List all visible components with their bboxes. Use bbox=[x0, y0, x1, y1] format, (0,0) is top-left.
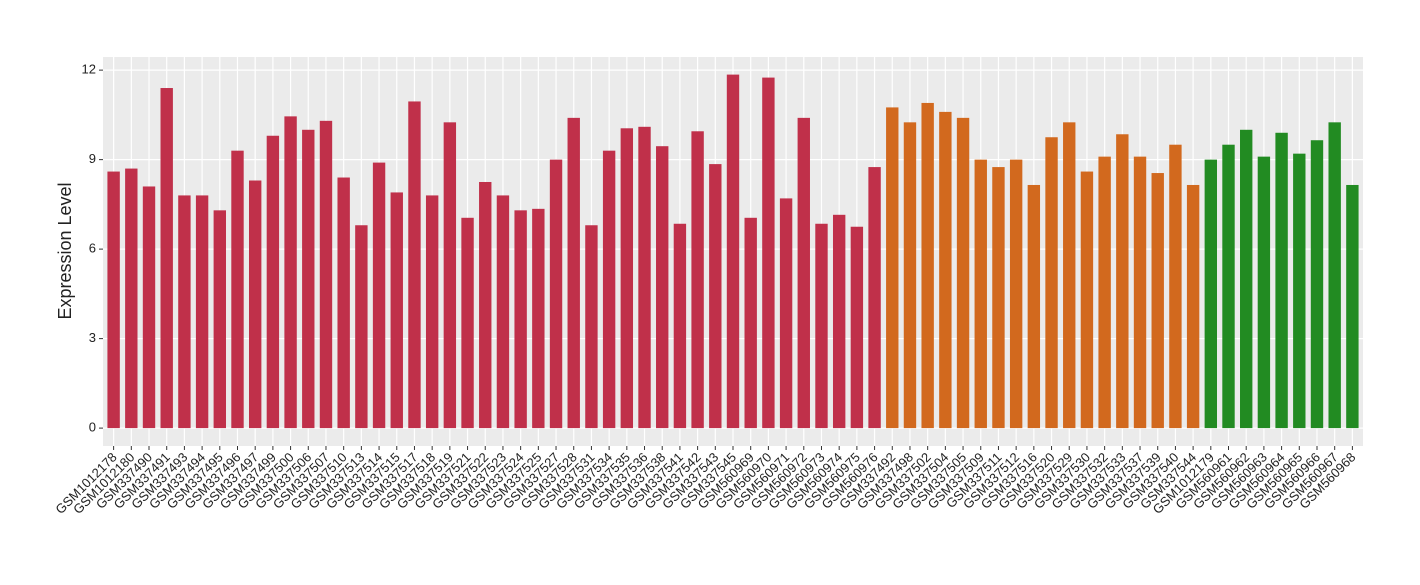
bar bbox=[231, 150, 244, 429]
bar bbox=[372, 162, 386, 429]
bar bbox=[425, 195, 439, 429]
bar bbox=[903, 122, 917, 429]
bar bbox=[125, 168, 138, 429]
bar bbox=[602, 150, 616, 429]
bar bbox=[142, 186, 156, 429]
bar bbox=[850, 226, 864, 429]
bar bbox=[195, 195, 209, 429]
bar bbox=[779, 198, 793, 429]
bar bbox=[886, 107, 899, 429]
bar bbox=[549, 159, 563, 429]
bar bbox=[744, 217, 757, 429]
bar bbox=[620, 128, 634, 429]
bar bbox=[479, 181, 492, 429]
bar bbox=[1009, 159, 1023, 429]
bar bbox=[673, 223, 687, 429]
bar bbox=[1169, 144, 1182, 429]
bar bbox=[408, 101, 421, 429]
y-axis-title: Expression Level bbox=[55, 182, 75, 319]
bar bbox=[1346, 184, 1359, 429]
bar bbox=[355, 225, 368, 429]
bar bbox=[1275, 132, 1288, 429]
bar bbox=[514, 210, 527, 429]
bar bbox=[1133, 156, 1147, 429]
bar bbox=[1240, 129, 1253, 429]
bar bbox=[709, 164, 722, 429]
bar bbox=[178, 195, 191, 429]
bar bbox=[567, 117, 580, 429]
bar bbox=[585, 225, 598, 429]
bar bbox=[532, 208, 545, 429]
bar bbox=[461, 217, 474, 429]
bar bbox=[974, 159, 987, 429]
y-tick-label: 12 bbox=[82, 62, 96, 77]
bar bbox=[107, 171, 120, 429]
bar bbox=[939, 111, 952, 429]
bar bbox=[1098, 156, 1111, 429]
bar bbox=[390, 192, 403, 429]
y-tick-label: 9 bbox=[89, 151, 96, 166]
bar bbox=[815, 223, 828, 429]
bar bbox=[1310, 140, 1324, 429]
bar bbox=[656, 146, 669, 429]
bar bbox=[868, 167, 881, 429]
bar bbox=[213, 210, 226, 429]
bar bbox=[1222, 144, 1235, 429]
bar bbox=[1063, 122, 1076, 429]
bar bbox=[496, 195, 510, 429]
bar bbox=[762, 77, 775, 429]
bar bbox=[302, 129, 315, 429]
bar bbox=[1257, 156, 1271, 429]
y-tick-label: 0 bbox=[89, 420, 96, 435]
bar bbox=[1045, 137, 1058, 429]
bar bbox=[443, 122, 457, 429]
bar bbox=[726, 74, 740, 429]
bar bbox=[319, 120, 333, 429]
bar bbox=[956, 117, 970, 429]
bar bbox=[1328, 122, 1341, 429]
bar bbox=[921, 102, 934, 429]
bar bbox=[337, 177, 350, 429]
bar bbox=[1116, 134, 1129, 429]
bar bbox=[284, 116, 297, 429]
bar bbox=[691, 131, 704, 429]
bar bbox=[832, 214, 846, 429]
y-tick-label: 3 bbox=[89, 330, 96, 345]
bar bbox=[1204, 159, 1218, 429]
bar bbox=[1080, 171, 1094, 429]
bar bbox=[160, 88, 173, 429]
bar bbox=[797, 117, 810, 429]
bar bbox=[1186, 184, 1200, 429]
bar bbox=[1027, 184, 1041, 429]
bar bbox=[248, 180, 262, 429]
bar bbox=[266, 135, 280, 429]
bar bbox=[638, 126, 651, 429]
y-tick-label: 6 bbox=[89, 241, 96, 256]
bar bbox=[992, 167, 1005, 429]
bar bbox=[1151, 173, 1164, 429]
bar bbox=[1293, 153, 1306, 429]
